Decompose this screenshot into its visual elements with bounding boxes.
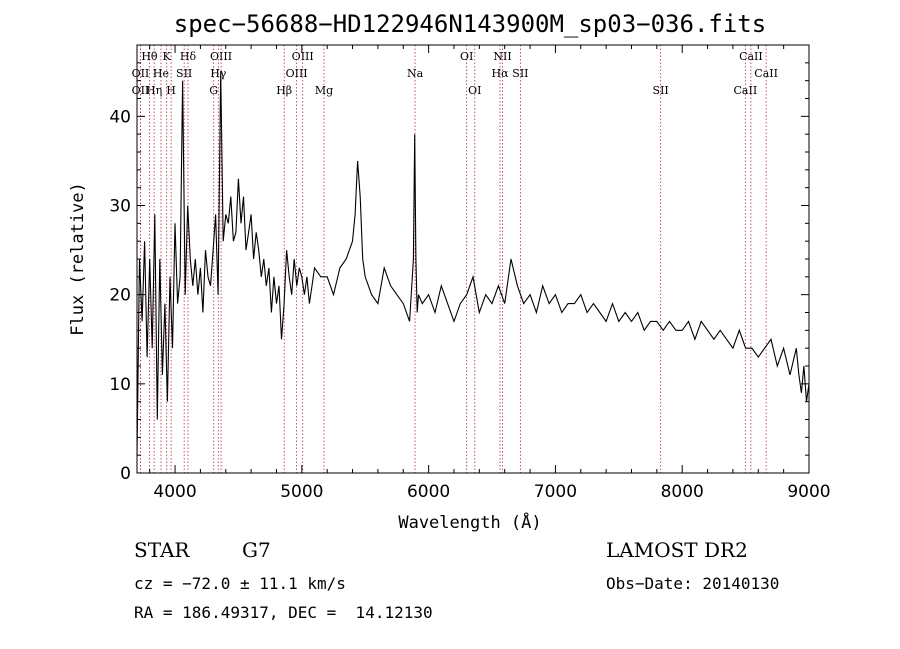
x-tick-label: 6000 [407, 482, 450, 502]
spectral-line-label: CaII [739, 50, 763, 63]
spectral-line-label: Na [407, 67, 424, 80]
spectral-line-labels: HθOIIOIIHeHηKHSIIHδGOIIIHγHβOIIIOIIIMgNa… [132, 50, 778, 97]
spectral-line-label: G [209, 84, 218, 97]
spectral-line-label: OIII [286, 67, 308, 80]
y-tick-label: 40 [109, 107, 131, 127]
y-tick-label: 20 [109, 286, 131, 306]
coordinates: RA = 186.49317, DEC = 14.12130 [134, 603, 433, 622]
spectrum-chart: spec−56688−HD122946N143900M_sp03−036.fit… [68, 10, 831, 533]
y-axis-ticks: 0 10 20 30 40 [109, 62, 809, 484]
object-class: STAR [134, 538, 190, 562]
spectral-line-label: OII [132, 67, 150, 80]
spectral-line-label: Hη [146, 84, 162, 97]
x-axis-ticks: 4000 5000 6000 7000 8000 9000 [149, 45, 831, 502]
x-axis-label: Wavelength (Å) [398, 511, 541, 533]
spectral-line-label: Hγ [210, 67, 227, 80]
spectral-line-label: OIII [292, 50, 314, 63]
x-tick-label: 9000 [787, 482, 830, 502]
spectral-line-label: Hβ [276, 84, 292, 97]
object-subclass: G7 [242, 538, 271, 562]
spectral-line-label: Hθ [141, 50, 158, 63]
x-tick-label: 5000 [280, 482, 323, 502]
plot-frame [136, 44, 810, 474]
spectral-line-label: SII [512, 67, 528, 80]
spectral-line-label: SII [176, 67, 192, 80]
spectral-line-label: OI [460, 50, 473, 63]
spectrum-line [136, 71, 810, 456]
spectral-line-label: OI [468, 84, 481, 97]
x-tick-label: 7000 [534, 482, 577, 502]
spectral-line-label: K [163, 50, 172, 63]
spectral-line-label: Hδ [180, 50, 197, 63]
spectral-line-label: SII [653, 84, 669, 97]
spectral-line-label: CaII [734, 84, 758, 97]
redshift-cz: cz = −72.0 ± 11.1 km/s [134, 574, 346, 593]
spectral-line-label: OIII [210, 50, 232, 63]
survey-name: LAMOST DR2 [606, 538, 748, 562]
y-axis-label: Flux (relative) [68, 182, 88, 336]
chart-title: spec−56688−HD122946N143900M_sp03−036.fit… [174, 10, 766, 38]
spectral-line-label: He [153, 67, 169, 80]
x-tick-label: 4000 [153, 482, 196, 502]
spectral-line-markers [140, 45, 767, 473]
observation-date: Obs−Date: 20140130 [606, 574, 780, 593]
spectral-line-label: Mg [315, 84, 333, 97]
spectral-line-label: H [166, 84, 176, 97]
spectral-line-label: Hα [491, 67, 509, 80]
x-tick-label: 8000 [661, 482, 704, 502]
spectral-line-label: OII [132, 84, 150, 97]
y-tick-label: 10 [109, 375, 131, 395]
spectral-line-label: CaII [754, 67, 778, 80]
y-tick-label: 0 [120, 464, 131, 484]
y-tick-label: 30 [109, 197, 131, 217]
spectral-line-label: NII [493, 50, 511, 63]
